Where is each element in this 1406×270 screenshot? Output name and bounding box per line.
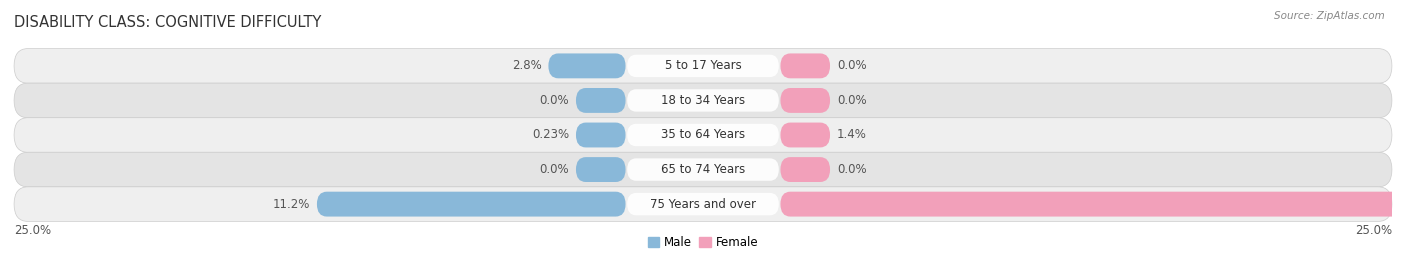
Legend: Male, Female: Male, Female [643, 231, 763, 254]
Text: 0.23%: 0.23% [531, 129, 569, 141]
FancyBboxPatch shape [627, 55, 779, 77]
FancyBboxPatch shape [14, 187, 1392, 221]
FancyBboxPatch shape [780, 123, 830, 147]
Text: DISABILITY CLASS: COGNITIVE DIFFICULTY: DISABILITY CLASS: COGNITIVE DIFFICULTY [14, 15, 322, 30]
FancyBboxPatch shape [627, 124, 779, 146]
Text: 0.0%: 0.0% [837, 163, 866, 176]
Text: 0.0%: 0.0% [540, 94, 569, 107]
Text: Source: ZipAtlas.com: Source: ZipAtlas.com [1274, 11, 1385, 21]
FancyBboxPatch shape [316, 192, 626, 217]
FancyBboxPatch shape [14, 49, 1392, 83]
FancyBboxPatch shape [576, 88, 626, 113]
FancyBboxPatch shape [14, 152, 1392, 187]
FancyBboxPatch shape [627, 193, 779, 215]
Text: 25.0%: 25.0% [14, 224, 51, 237]
Text: 0.0%: 0.0% [837, 94, 866, 107]
Text: 65 to 74 Years: 65 to 74 Years [661, 163, 745, 176]
FancyBboxPatch shape [780, 192, 1406, 217]
FancyBboxPatch shape [780, 88, 830, 113]
Text: 11.2%: 11.2% [273, 198, 311, 211]
Text: 2.8%: 2.8% [512, 59, 541, 72]
Text: 18 to 34 Years: 18 to 34 Years [661, 94, 745, 107]
FancyBboxPatch shape [627, 89, 779, 112]
Text: 0.0%: 0.0% [837, 59, 866, 72]
FancyBboxPatch shape [780, 157, 830, 182]
Text: 35 to 64 Years: 35 to 64 Years [661, 129, 745, 141]
Text: 75 Years and over: 75 Years and over [650, 198, 756, 211]
FancyBboxPatch shape [780, 53, 830, 78]
FancyBboxPatch shape [548, 53, 626, 78]
Text: 25.0%: 25.0% [1355, 224, 1392, 237]
FancyBboxPatch shape [627, 158, 779, 181]
FancyBboxPatch shape [14, 118, 1392, 152]
Text: 1.4%: 1.4% [837, 129, 868, 141]
Text: 5 to 17 Years: 5 to 17 Years [665, 59, 741, 72]
Text: 0.0%: 0.0% [540, 163, 569, 176]
FancyBboxPatch shape [14, 83, 1392, 118]
FancyBboxPatch shape [576, 157, 626, 182]
FancyBboxPatch shape [576, 123, 626, 147]
